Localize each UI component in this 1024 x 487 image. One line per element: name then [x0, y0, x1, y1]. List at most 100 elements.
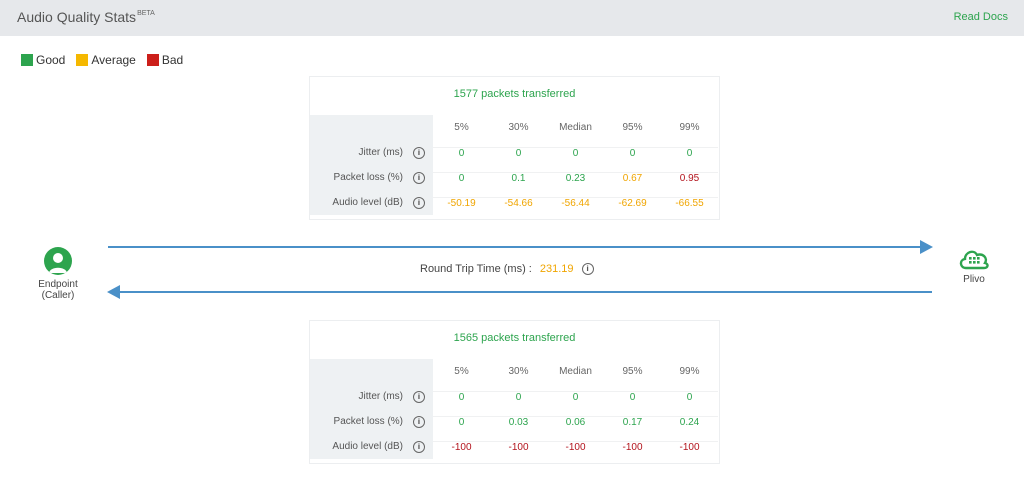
col-header: 5%: [454, 366, 469, 377]
table-header-row: 5% 30% Median 95% 99%: [310, 359, 719, 384]
row-label: Packet loss (%): [333, 416, 403, 427]
info-icon[interactable]: i: [413, 146, 425, 159]
header-spacer: [310, 115, 433, 140]
endpoint-label: Endpoint: [38, 279, 78, 290]
legend-label-good: Good: [36, 53, 66, 67]
title-text: Audio Quality Stats: [17, 9, 137, 25]
audio-level-row: Audio level (dB) i -100 -100 -100 -100 -1…: [310, 434, 719, 459]
packet-loss-value: 0: [433, 415, 490, 428]
user-icon: [44, 247, 72, 275]
row-label-cell: Audio level (dB) i: [310, 190, 433, 215]
info-icon[interactable]: i: [413, 390, 425, 403]
endpoint-caller: Endpoint (Caller): [34, 247, 82, 301]
row-label: Packet loss (%): [333, 172, 403, 183]
plivo-label: Plivo: [963, 274, 985, 285]
row-label-cell: Packet loss (%) i: [310, 409, 433, 434]
header-spacer: [310, 359, 433, 384]
row-label: Audio level (dB): [332, 441, 403, 452]
inbound-arrow-line: [117, 291, 932, 293]
average-swatch: [76, 54, 89, 66]
info-icon[interactable]: i: [413, 171, 425, 184]
jitter-value: 0: [490, 146, 547, 159]
legend-label-average: Average: [91, 53, 136, 67]
top-bar: Audio Quality StatsBETA Read Docs: [0, 0, 1024, 36]
audio-level-value: -100: [433, 440, 490, 453]
jitter-value: 0: [661, 390, 718, 403]
outbound-arrow-head: [920, 240, 933, 254]
packet-loss-value: 0.03: [490, 415, 547, 428]
col-header: 95%: [622, 122, 643, 133]
jitter-value: 0: [490, 390, 547, 403]
audio-level-value: -66.55: [661, 196, 718, 209]
packet-loss-value: 0.95: [661, 171, 718, 184]
row-label: Jitter (ms): [358, 391, 403, 402]
jitter-value: 0: [661, 146, 718, 159]
col-header: 99%: [679, 366, 700, 377]
row-label: Audio level (dB): [332, 197, 403, 208]
packet-loss-value: 0: [433, 171, 490, 184]
legend-item-good: Good: [21, 53, 65, 67]
rtt-value: 231.19: [539, 263, 574, 275]
col-header: 30%: [508, 122, 529, 133]
info-icon[interactable]: i: [413, 415, 425, 428]
good-swatch: [21, 54, 33, 66]
cloud-icon: [955, 245, 993, 274]
endpoint-sublabel: (Caller): [41, 290, 75, 301]
packet-loss-value: 0.06: [547, 415, 604, 428]
audio-level-value: -100: [604, 440, 661, 453]
plivo-node: Plivo: [955, 245, 993, 285]
jitter-row: Jitter (ms) i 0 0 0 0 0: [310, 384, 719, 409]
row-label: Jitter (ms): [358, 147, 403, 158]
jitter-value: 0: [547, 390, 604, 403]
page-title: Audio Quality StatsBETA: [17, 9, 155, 25]
audio-level-value: -100: [661, 440, 718, 453]
packets-transferred: 1577 packets transferred: [453, 88, 576, 100]
read-docs-link[interactable]: Read Docs: [953, 11, 1008, 23]
round-trip-time: Round Trip Time (ms) : 231.19 i: [420, 263, 594, 275]
jitter-value: 0: [547, 146, 604, 159]
packet-loss-value: 0.17: [604, 415, 661, 428]
row-label-cell: Jitter (ms) i: [310, 140, 433, 165]
col-header: Median: [559, 366, 592, 377]
info-icon[interactable]: i: [413, 196, 425, 209]
legend-item-bad: Bad: [146, 53, 184, 67]
rtt-label: Round Trip Time (ms) :: [420, 263, 532, 275]
inbound-arrow-head: [107, 285, 120, 299]
col-header: Median: [559, 122, 592, 133]
row-label-cell: Packet loss (%) i: [310, 165, 433, 190]
packet-loss-value: 0.1: [490, 171, 547, 184]
jitter-value: 0: [433, 390, 490, 403]
audio-level-value: -62.69: [604, 196, 661, 209]
col-header: 95%: [622, 366, 643, 377]
info-icon[interactable]: i: [581, 263, 594, 275]
packet-loss-value: 0.24: [661, 415, 718, 428]
row-label-cell: Audio level (dB) i: [310, 434, 433, 459]
audio-level-value: -100: [490, 440, 547, 453]
col-header: 99%: [679, 122, 700, 133]
col-header: 5%: [454, 122, 469, 133]
bad-swatch: [146, 54, 159, 66]
jitter-value: 0: [433, 146, 490, 159]
packet-loss-value: 0.23: [547, 171, 604, 184]
audio-level-value: -100: [547, 440, 604, 453]
row-label-cell: Jitter (ms) i: [310, 384, 433, 409]
outbound-arrow-line: [108, 246, 923, 248]
audio-level-value: -54.66: [490, 196, 547, 209]
audio-level-value: -56.44: [547, 196, 604, 209]
jitter-value: 0: [604, 146, 661, 159]
audio-level-row: Audio level (dB) i -50.19 -54.66 -56.44 -…: [310, 190, 719, 215]
audio-level-value: -50.19: [433, 196, 490, 209]
info-icon[interactable]: i: [413, 440, 425, 453]
outbound-stats-card: 1577 packets transferred 5% 30% Median 9…: [309, 76, 720, 220]
packet-loss-value: 0.67: [604, 171, 661, 184]
table-header-row: 5% 30% Median 95% 99%: [310, 115, 719, 140]
legend-item-average: Average: [76, 53, 136, 67]
packet-loss-row: Packet loss (%) i 0 0.1 0.23 0.67 0.95: [310, 165, 719, 190]
inbound-stats-card: 1565 packets transferred 5% 30% Median 9…: [309, 320, 720, 464]
legend-label-bad: Bad: [161, 53, 184, 67]
packets-transferred: 1565 packets transferred: [453, 332, 576, 344]
legend: Good Average Bad: [21, 53, 183, 67]
jitter-value: 0: [604, 390, 661, 403]
col-header: 30%: [508, 366, 529, 377]
jitter-row: Jitter (ms) i 0 0 0 0 0: [310, 140, 719, 165]
